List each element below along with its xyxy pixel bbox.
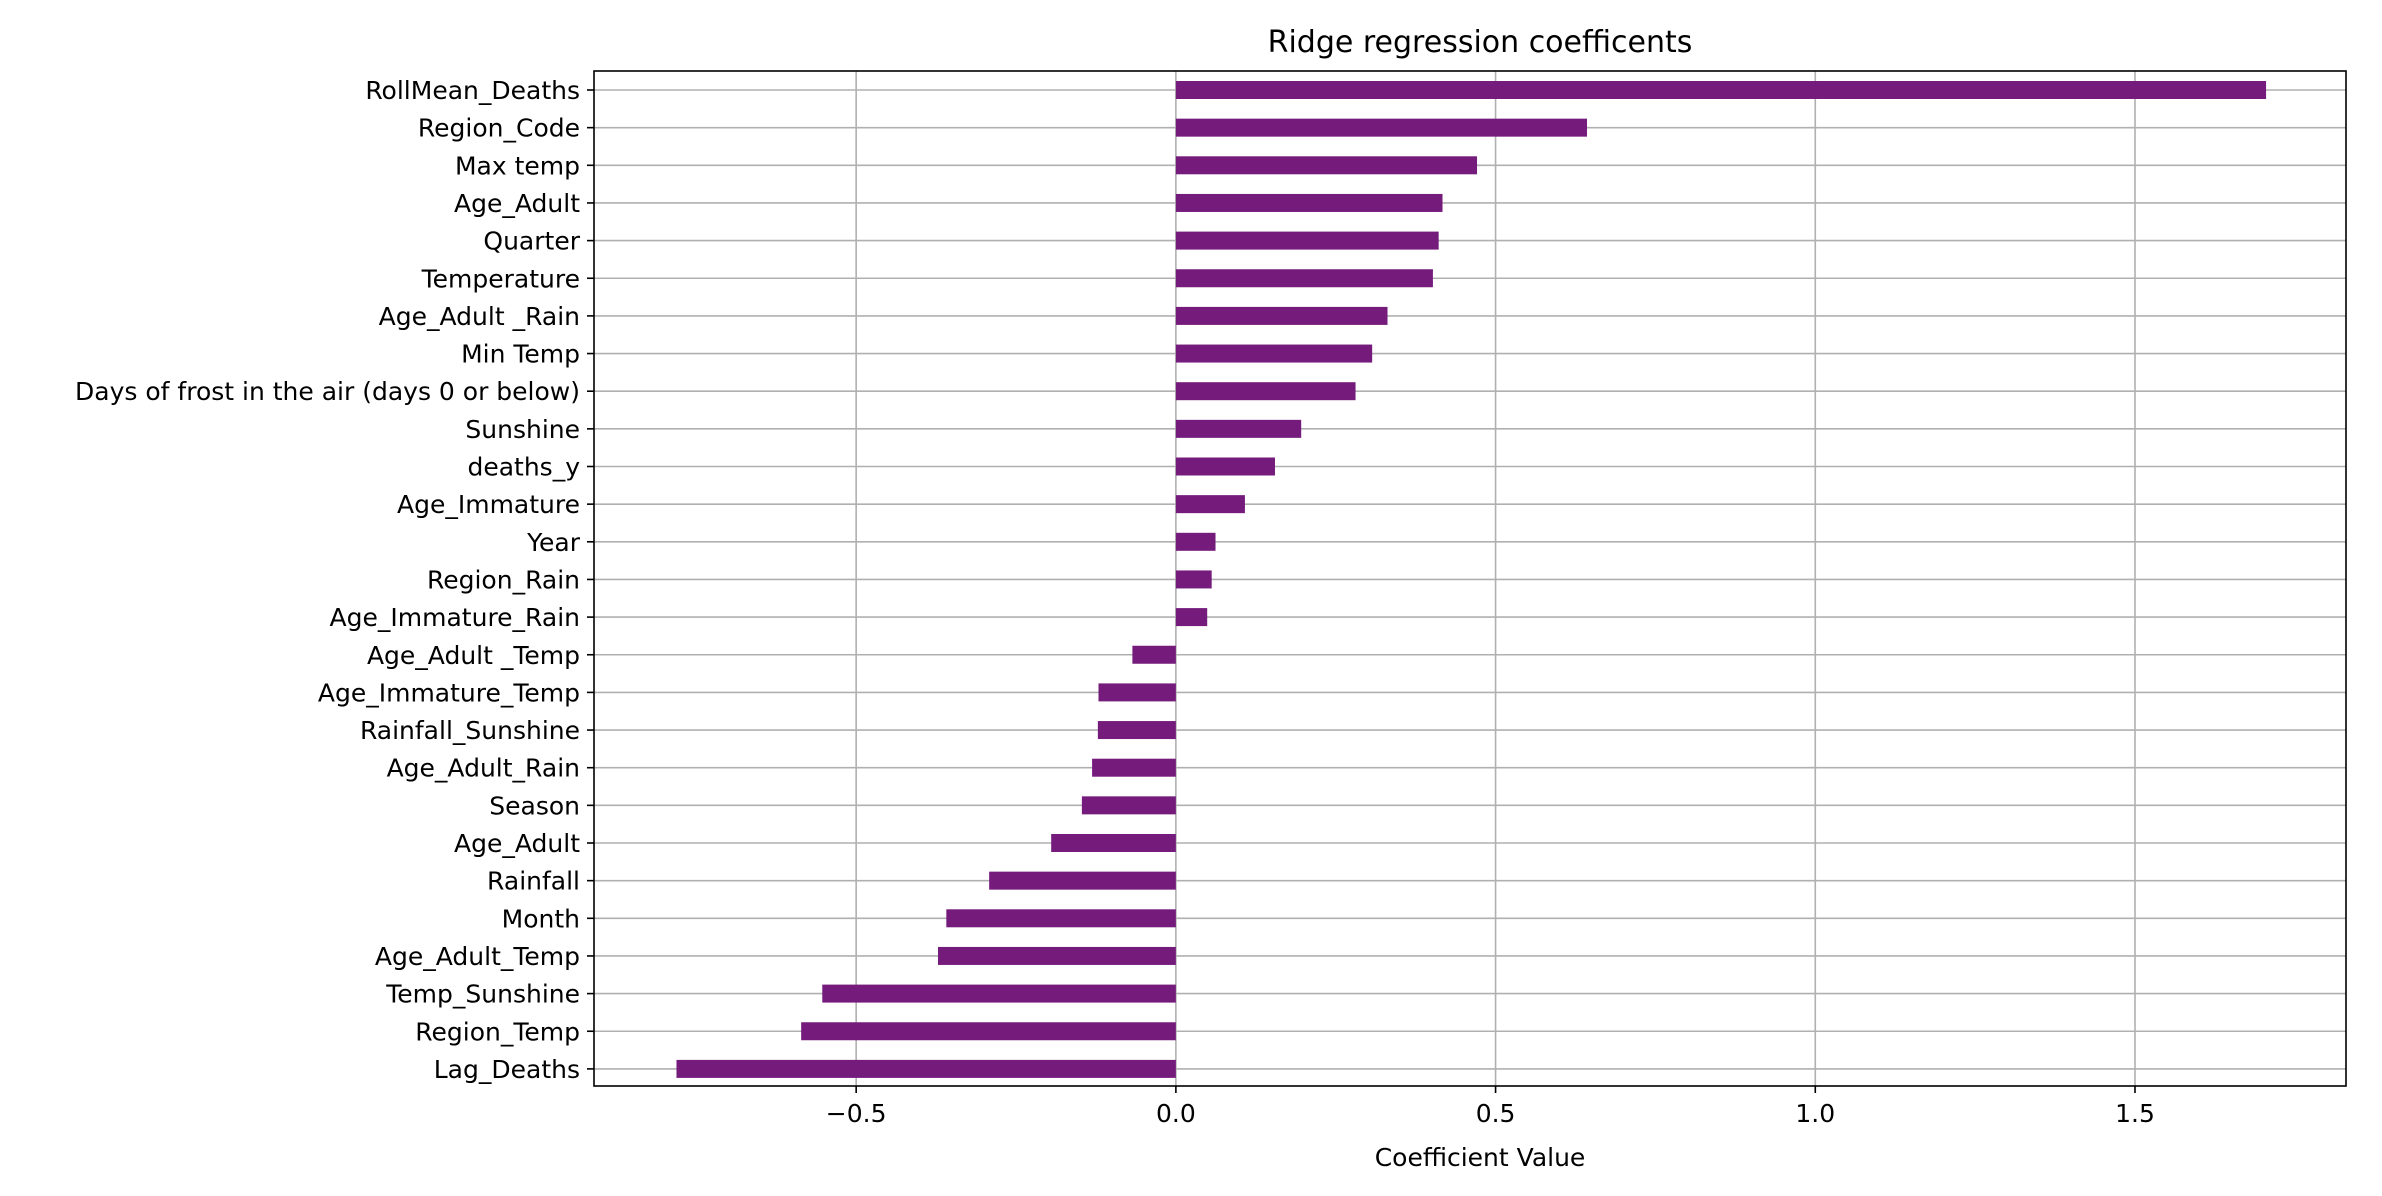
bar (1175, 231, 1439, 250)
y-tick-label: Min Temp (461, 340, 580, 369)
bar (1175, 193, 1443, 212)
y-tick-label: Age_Adult (454, 189, 580, 218)
bar (1175, 457, 1275, 476)
bar (938, 946, 1176, 965)
bar (1175, 570, 1212, 589)
grid-layer (594, 71, 2346, 1086)
y-tick-label: Age_Immature_Rain (330, 603, 580, 632)
bar (1081, 796, 1176, 815)
y-tick-label: Age_Immature_Temp (318, 678, 580, 707)
y-tick-label: Quarter (483, 227, 580, 256)
y-tick-label: deaths_y (467, 453, 580, 482)
bar (676, 1059, 1176, 1078)
y-tick-label: Age_Immature (397, 490, 580, 519)
bar (822, 984, 1176, 1003)
bar (1175, 81, 2267, 99)
bar (1051, 834, 1176, 852)
bar (1175, 306, 1388, 325)
y-tick-label: Season (489, 791, 580, 820)
y-tick-label: Age_Adult_Rain (387, 754, 580, 783)
bar (1175, 118, 1588, 137)
x-tick-labels: −0.5 0.0 0.5 1.0 1.5 (826, 1086, 2155, 1128)
y-tick-labels: RollMean_Deaths Region_Code Max temp Age_Ad… (75, 76, 594, 1084)
bar (1097, 721, 1176, 740)
bar (1175, 344, 1373, 363)
bar (1132, 645, 1176, 664)
bar (1098, 683, 1176, 702)
y-tick-label: Region_Code (418, 114, 580, 143)
y-tick-label: Region_Temp (415, 1017, 580, 1046)
chart-title: Ridge regression coefficents (1268, 25, 1693, 60)
bar (1175, 419, 1302, 438)
y-tick-label: Age_Adult _Rain (379, 302, 580, 331)
bar (801, 1022, 1176, 1041)
x-tick-label: 0.5 (1476, 1099, 1516, 1128)
bar (1175, 495, 1245, 514)
y-tick-label: Month (502, 904, 580, 933)
x-axis-label: Coefficient Value (1375, 1143, 1586, 1172)
y-tick-label: Age_Adult (454, 829, 580, 858)
y-tick-label: Rainfall_Sunshine (360, 716, 580, 745)
bar (1175, 608, 1208, 627)
x-tick-label: −0.5 (826, 1099, 887, 1128)
bar (1092, 758, 1176, 777)
bar (1175, 532, 1216, 551)
bar (946, 909, 1176, 928)
x-tick-label: 0.0 (1156, 1099, 1196, 1128)
y-tick-label: Age_Adult_Temp (375, 942, 580, 971)
x-tick-label: 1.5 (2115, 1099, 2155, 1128)
y-tick-label: RollMean_Deaths (365, 76, 580, 105)
bar (1175, 382, 1356, 401)
x-tick-label: 1.0 (1795, 1099, 1835, 1128)
bars-layer (676, 81, 2267, 1078)
bar (989, 871, 1176, 890)
plot-frame (593, 70, 2347, 1087)
y-tick-label: Region_Rain (427, 565, 580, 594)
y-tick-label: Sunshine (465, 415, 580, 444)
bar (1175, 156, 1478, 175)
y-tick-label: Days of frost in the air (days 0 or belo… (75, 377, 580, 406)
bar (1175, 269, 1433, 288)
y-tick-label: Rainfall (487, 867, 580, 896)
y-tick-label: Age_Adult _Temp (367, 641, 580, 670)
y-tick-label: Temp_Sunshine (385, 980, 580, 1009)
y-tick-label: Temperature (421, 264, 580, 293)
y-tick-label: Max temp (455, 151, 580, 180)
y-tick-label: Year (526, 528, 581, 557)
y-tick-label: Lag_Deaths (434, 1055, 580, 1084)
